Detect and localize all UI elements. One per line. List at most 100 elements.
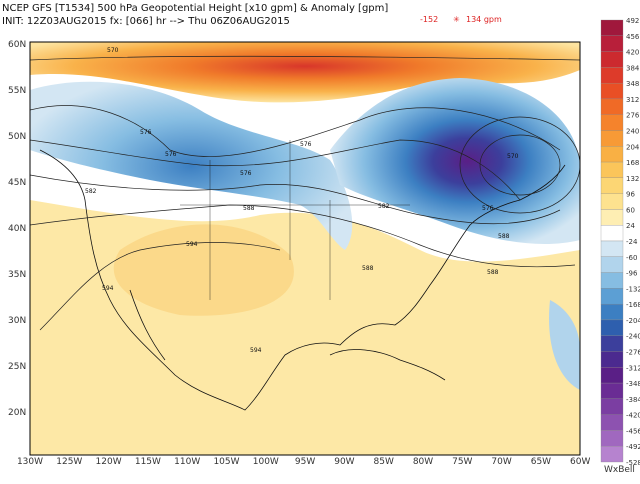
- lat-label: 35N: [8, 270, 26, 280]
- ridge-anomaly: [30, 42, 580, 103]
- colorbar-swatch: [600, 367, 624, 384]
- lon-label: 105W: [213, 457, 239, 467]
- colorbar-label: -24: [626, 238, 638, 246]
- header-title: NCEP GFS [T1534] 500 hPa Geopotential He…: [2, 3, 388, 14]
- colorbar-swatch: [600, 177, 624, 194]
- header-init: INIT: 12Z03AUG2015 fx: [066] hr --> Thu …: [2, 16, 290, 27]
- colorbar-label: -456: [626, 427, 640, 435]
- colorbar-label: -240: [626, 333, 640, 341]
- contour-label: 588: [362, 265, 374, 272]
- colorbar-swatch: [600, 225, 624, 242]
- colorbar-swatch: [600, 209, 624, 226]
- colorbar-swatch: [600, 82, 624, 100]
- borders: [180, 140, 410, 300]
- lat-label: 20N: [8, 408, 26, 418]
- max-value: 134 gpm: [466, 15, 502, 24]
- colorbar-label: -96: [626, 270, 638, 278]
- colorbar-label: 96: [626, 191, 635, 199]
- colorbar-label: 420: [626, 49, 639, 57]
- contour-label: 576: [240, 170, 252, 177]
- contour-label: 576: [482, 205, 494, 212]
- colorbar-label: 348: [626, 80, 639, 88]
- colorbar-swatch: [600, 351, 624, 368]
- colorbar-label: 168: [626, 159, 639, 167]
- coastline: [39, 149, 566, 411]
- colorbar-label: -312: [626, 364, 640, 372]
- contour-label: 588: [498, 233, 510, 240]
- low-anomaly: [330, 78, 580, 245]
- contour-label: 594: [250, 347, 262, 354]
- lat-label: 60N: [8, 40, 26, 50]
- colorbar-label: -60: [626, 254, 637, 262]
- contour-label: 588: [243, 205, 255, 212]
- contour: [30, 204, 576, 268]
- colorbar-label: 60: [626, 206, 635, 214]
- colorbar-swatch: [600, 414, 624, 431]
- colorbar-label: 312: [626, 96, 639, 104]
- colorbar-label: -348: [626, 380, 640, 388]
- colorbar-label: -420: [626, 412, 640, 420]
- contour-label: 576: [165, 151, 177, 158]
- colorbar-label: -492: [626, 443, 640, 451]
- colorbar-swatch: [600, 130, 624, 147]
- colorbar-swatch: [600, 146, 624, 163]
- lat-label: 40N: [8, 224, 26, 234]
- trough-anomaly: [30, 81, 353, 250]
- lat-label: 30N: [8, 316, 26, 326]
- colorbar-swatch: [600, 240, 624, 257]
- lon-label: 115W: [135, 457, 161, 467]
- lon-label: 70W: [491, 457, 511, 467]
- colorbar-swatch: [600, 288, 624, 305]
- contour: [30, 105, 561, 157]
- contour-label: 582: [85, 188, 97, 195]
- colorbar-label: -204: [626, 317, 640, 325]
- colorbar-swatch: [600, 319, 624, 336]
- colorbar-swatch: [600, 19, 624, 36]
- colorbar-swatch: [600, 35, 624, 52]
- contour-label: 588: [487, 269, 499, 276]
- colorbar-swatch: [600, 67, 624, 84]
- colorbar-label: 276: [626, 112, 640, 120]
- contour: [30, 55, 580, 61]
- lon-label: 125W: [56, 457, 82, 467]
- colorbar-label: -168: [626, 301, 640, 309]
- colorbar-swatch: [600, 303, 624, 321]
- colorbar-swatch: [600, 161, 624, 179]
- warm-core: [113, 224, 294, 316]
- contour-label: 594: [186, 241, 198, 248]
- colorbar-label: 24: [626, 222, 635, 230]
- colorbar-swatch: [600, 446, 624, 463]
- colorbar-swatch: [600, 114, 624, 131]
- colorbar-label: 456: [626, 33, 640, 41]
- colorbar-label: 384: [626, 64, 640, 72]
- colorbar-label: -132: [626, 285, 640, 293]
- colorbar-label: 240: [626, 128, 639, 136]
- min-value: -152: [420, 15, 438, 24]
- lon-label: 60W: [570, 457, 590, 467]
- map-frame: [29, 41, 581, 456]
- colorbar-swatch: [600, 382, 624, 400]
- lat-label: 55N: [8, 86, 26, 96]
- map-field: [30, 42, 580, 455]
- lat-label: 45N: [8, 178, 26, 188]
- baja: [129, 289, 166, 361]
- contour-label: 582: [378, 203, 390, 210]
- contour-label: 594: [102, 285, 114, 292]
- lon-label: 110W: [174, 457, 200, 467]
- credit: WxBell: [604, 465, 635, 475]
- atlantic-anomaly: [549, 300, 580, 390]
- contour-label: 576: [300, 141, 312, 148]
- colorbar-swatch: [600, 98, 624, 115]
- colorbar-swatch: [600, 335, 624, 352]
- contour-label: 576: [140, 129, 152, 136]
- colorbar-swatch: [600, 193, 624, 210]
- colorbar-label: 204: [626, 143, 640, 151]
- colorbar-label: 492: [626, 17, 639, 25]
- colorbar-swatch: [600, 272, 624, 289]
- contour-label: 570: [507, 153, 519, 160]
- lon-label: 85W: [374, 457, 394, 467]
- lon-label: 75W: [452, 457, 472, 467]
- colorbar-swatch: [600, 51, 624, 68]
- contour: [459, 116, 580, 214]
